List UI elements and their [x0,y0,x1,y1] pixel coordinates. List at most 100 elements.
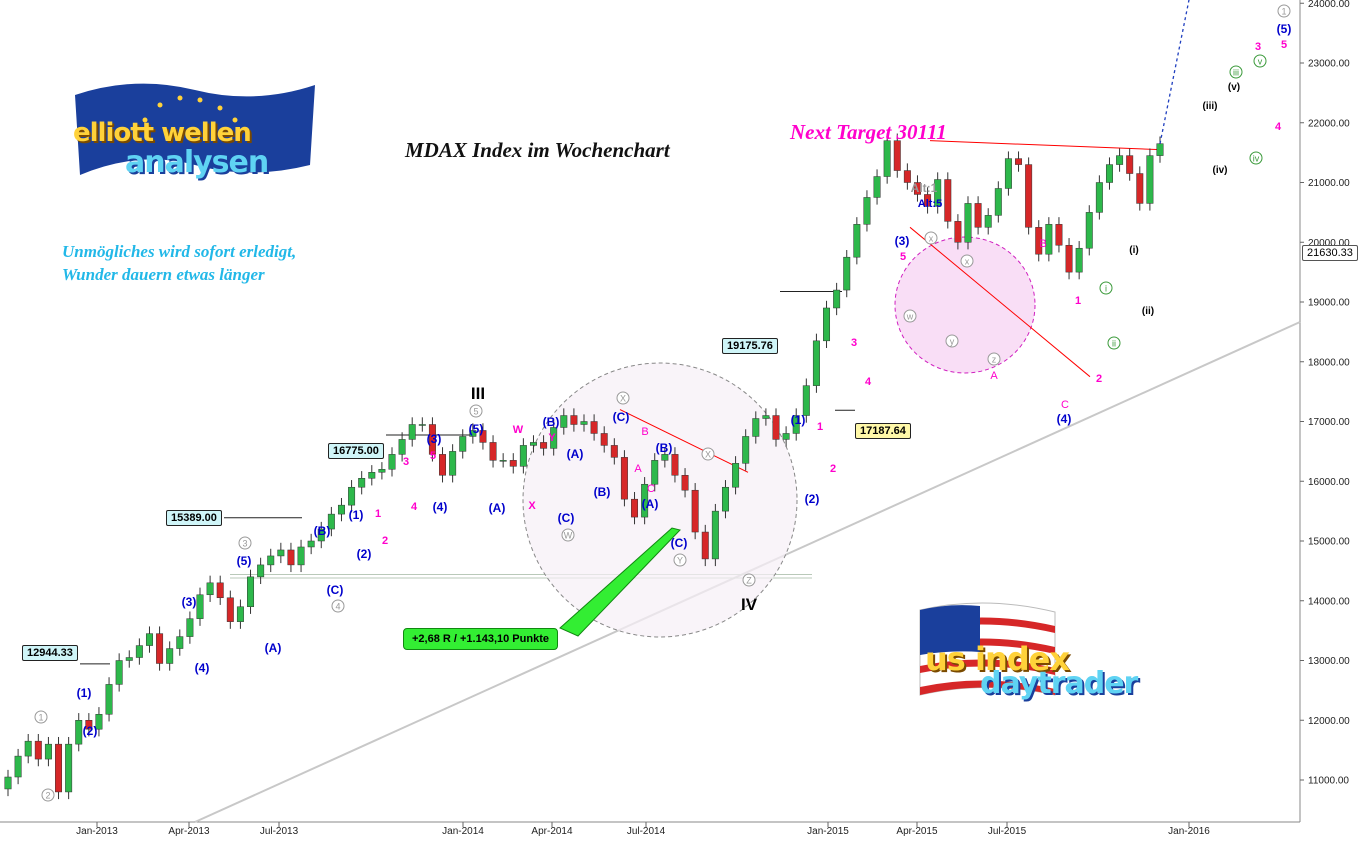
wave-label: (B) [543,415,560,429]
circled-wave-text: Y [677,556,683,566]
candle-body [590,421,598,434]
candle-body [560,415,568,428]
candle-body [1105,164,1113,183]
circled-wave-text: 1 [38,713,43,723]
wave-label: Alt:5 [918,198,942,210]
wave-label: (i) [1129,245,1138,256]
y-tick-label: 12000.00 [1308,716,1350,727]
candle-body [1126,155,1134,174]
circled-wave-text: X [620,394,626,404]
circled-wave-marker [945,334,959,348]
candle-body [236,606,244,622]
wave-label: (C) [327,583,344,597]
wave-label: C [1061,399,1069,411]
candle-body [196,594,204,619]
candle-body [984,215,992,228]
candle-body [307,540,315,548]
y-tick-label: 23000.00 [1308,59,1350,70]
wave-label: (B) [314,524,331,538]
y-tick-label: 21000.00 [1308,178,1350,189]
candle-body [358,478,366,488]
y-tick-label: 11000.00 [1308,776,1349,787]
candle-body [1156,143,1164,156]
wave-label: C [647,483,655,495]
circled-wave-text: 3 [242,539,247,549]
candle-body [388,454,396,470]
wave-label: (C) [558,511,575,525]
candle-body [570,415,578,425]
candle-body [327,513,335,530]
circled-wave-text: w [906,312,914,322]
price-level-box: 15389.00 [166,510,222,526]
elliott-wellen-logo: elliott wellen analysen [65,70,330,200]
x-tick-label: Apr-2013 [168,826,210,837]
wave-label: 1 [1075,295,1081,307]
candle-body [924,194,932,207]
wave-label: 4 [411,501,418,513]
circled-wave-text: i [1105,284,1107,294]
candle-body [75,720,83,745]
wave-label: (ii) [1142,306,1154,317]
candle-body [95,714,103,730]
candle-body [600,433,608,446]
candle-body [651,460,659,485]
current-price-label: 21630.33 [1302,245,1358,261]
candle-body [762,415,770,419]
candle-body [408,424,416,440]
candle-body [519,445,527,467]
candle-body [1136,173,1144,204]
candle-body [317,528,325,542]
wave-label: (A) [489,501,506,515]
circled-wave-marker [1249,151,1263,165]
circled-wave-text: x [965,257,970,267]
wave-label: 5 [430,450,436,462]
candle-body [247,576,255,607]
price-level-box: 17187.64 [855,423,911,439]
wave-label: 5 [900,251,906,263]
circled-wave-text: X [705,450,711,460]
circled-wave-text: 4 [335,602,340,612]
candle-body [843,256,851,291]
wave-label: (2) [805,492,820,506]
wave-label: (4) [1057,412,1072,426]
candle-body [742,436,750,464]
projection-path [1159,0,1190,144]
candle-body [772,415,780,440]
wave-label: A [634,463,642,475]
wave-label: 2 [830,463,836,475]
candle-body [732,463,740,488]
price-level-box: 19175.76 [722,338,778,354]
wave-label: (iv) [1213,165,1228,176]
candle-body [176,636,184,649]
candle-body [610,445,618,458]
y-tick-label: 13000.00 [1308,656,1350,667]
wave-label: (1) [77,686,92,700]
candle-body [226,597,234,622]
candle-body [893,140,901,171]
x-tick-label: Apr-2015 [896,826,938,837]
circled-wave-marker [34,710,48,724]
candle-body [792,415,800,434]
wave-label: 4 [1275,121,1282,133]
circled-wave-marker [742,573,756,587]
wave-label: (2) [357,547,372,561]
candle-body [216,582,224,599]
candle-body [721,486,729,512]
candle-body [156,633,164,664]
x-tick-label: Jan-2013 [76,826,118,837]
wave-label: X [528,500,536,512]
wave-label: (5) [469,422,484,436]
candle-body [24,740,32,757]
candle-body [479,430,487,443]
circled-wave-text: 1 [1281,7,1286,17]
wave-label: 3 [403,456,409,468]
wave-label: 3 [851,337,857,349]
wave-label: 2 [382,535,388,547]
candle-body [489,442,497,461]
y-axis-panel [1300,0,1365,839]
candle-body [853,224,861,258]
candle-body [631,498,639,518]
y-tick-label: 18000.00 [1308,357,1350,368]
candle-body [540,442,548,449]
circled-wave-text: iii [1233,68,1239,78]
